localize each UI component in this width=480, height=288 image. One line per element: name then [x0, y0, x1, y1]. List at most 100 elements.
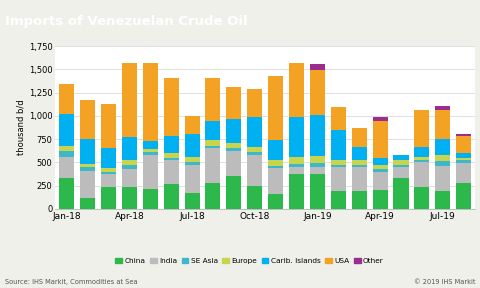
Bar — [414, 187, 430, 209]
Bar — [414, 160, 430, 162]
Bar — [310, 167, 325, 175]
Bar — [352, 167, 367, 191]
Bar — [352, 128, 367, 147]
Bar — [352, 147, 367, 160]
Bar — [164, 153, 179, 158]
Bar — [101, 172, 116, 175]
Bar — [143, 189, 158, 209]
Bar — [122, 165, 137, 169]
Bar — [352, 160, 367, 165]
Bar — [372, 158, 388, 165]
Bar — [122, 169, 137, 187]
Bar — [289, 175, 304, 209]
Bar — [227, 143, 241, 148]
Bar — [184, 192, 200, 209]
Bar — [80, 171, 95, 198]
Bar — [164, 160, 179, 184]
Bar — [435, 166, 450, 191]
Bar — [80, 164, 95, 167]
Bar — [310, 115, 325, 156]
Bar — [435, 191, 450, 209]
Text: © 2019 IHS Markit: © 2019 IHS Markit — [414, 279, 475, 285]
Bar — [164, 78, 179, 136]
Bar — [456, 183, 471, 209]
Bar — [372, 190, 388, 209]
Bar — [184, 116, 200, 134]
Bar — [310, 175, 325, 209]
Bar — [122, 187, 137, 209]
Bar — [122, 160, 137, 165]
Bar — [164, 158, 179, 160]
Bar — [289, 157, 304, 164]
Bar — [143, 149, 158, 152]
Bar — [122, 137, 137, 160]
Bar — [331, 165, 346, 167]
Bar — [268, 168, 283, 194]
Bar — [310, 70, 325, 115]
Bar — [394, 155, 408, 160]
Bar — [205, 121, 220, 139]
Bar — [164, 136, 179, 153]
Bar — [184, 162, 200, 165]
Bar — [414, 110, 430, 147]
Bar — [352, 191, 367, 209]
Bar — [80, 100, 95, 139]
Bar — [456, 134, 471, 136]
Bar — [435, 161, 450, 166]
Bar — [394, 165, 408, 167]
Bar — [59, 146, 74, 151]
Bar — [268, 160, 283, 166]
Bar — [80, 139, 95, 164]
Bar — [59, 157, 74, 178]
Bar — [372, 117, 388, 122]
Bar — [394, 178, 408, 209]
Bar — [352, 165, 367, 167]
Bar — [143, 141, 158, 149]
Bar — [414, 162, 430, 187]
Bar — [331, 191, 346, 209]
Bar — [372, 172, 388, 190]
Bar — [227, 86, 241, 119]
Bar — [435, 106, 450, 110]
Bar — [414, 157, 430, 160]
Bar — [101, 104, 116, 148]
Bar — [101, 168, 116, 172]
Bar — [435, 139, 450, 155]
Bar — [205, 78, 220, 121]
Bar — [59, 178, 74, 209]
Bar — [310, 163, 325, 167]
Bar — [101, 175, 116, 187]
Bar — [184, 157, 200, 162]
Bar — [101, 148, 116, 168]
Bar — [227, 148, 241, 151]
Bar — [101, 187, 116, 209]
Bar — [372, 122, 388, 158]
Bar — [205, 145, 220, 148]
Bar — [247, 152, 262, 155]
Bar — [289, 117, 304, 157]
Bar — [227, 176, 241, 209]
Bar — [247, 89, 262, 117]
Bar — [59, 151, 74, 157]
Bar — [122, 63, 137, 137]
Bar — [143, 63, 158, 141]
Bar — [227, 119, 241, 143]
Bar — [247, 155, 262, 186]
Bar — [205, 139, 220, 145]
Bar — [247, 147, 262, 152]
Bar — [331, 107, 346, 130]
Bar — [372, 165, 388, 169]
Legend: China, India, SE Asia, Europe, Carib. Islands, USA, Other: China, India, SE Asia, Europe, Carib. Is… — [112, 255, 387, 267]
Bar — [289, 164, 304, 167]
Bar — [331, 167, 346, 191]
Text: Imports of Venezuelan Crude Oil: Imports of Venezuelan Crude Oil — [5, 15, 247, 28]
Bar — [435, 110, 450, 139]
Bar — [289, 63, 304, 117]
Bar — [310, 156, 325, 163]
Bar — [247, 117, 262, 147]
Bar — [227, 151, 241, 176]
Bar — [59, 114, 74, 146]
Bar — [394, 167, 408, 178]
Bar — [456, 160, 471, 163]
Bar — [205, 183, 220, 209]
